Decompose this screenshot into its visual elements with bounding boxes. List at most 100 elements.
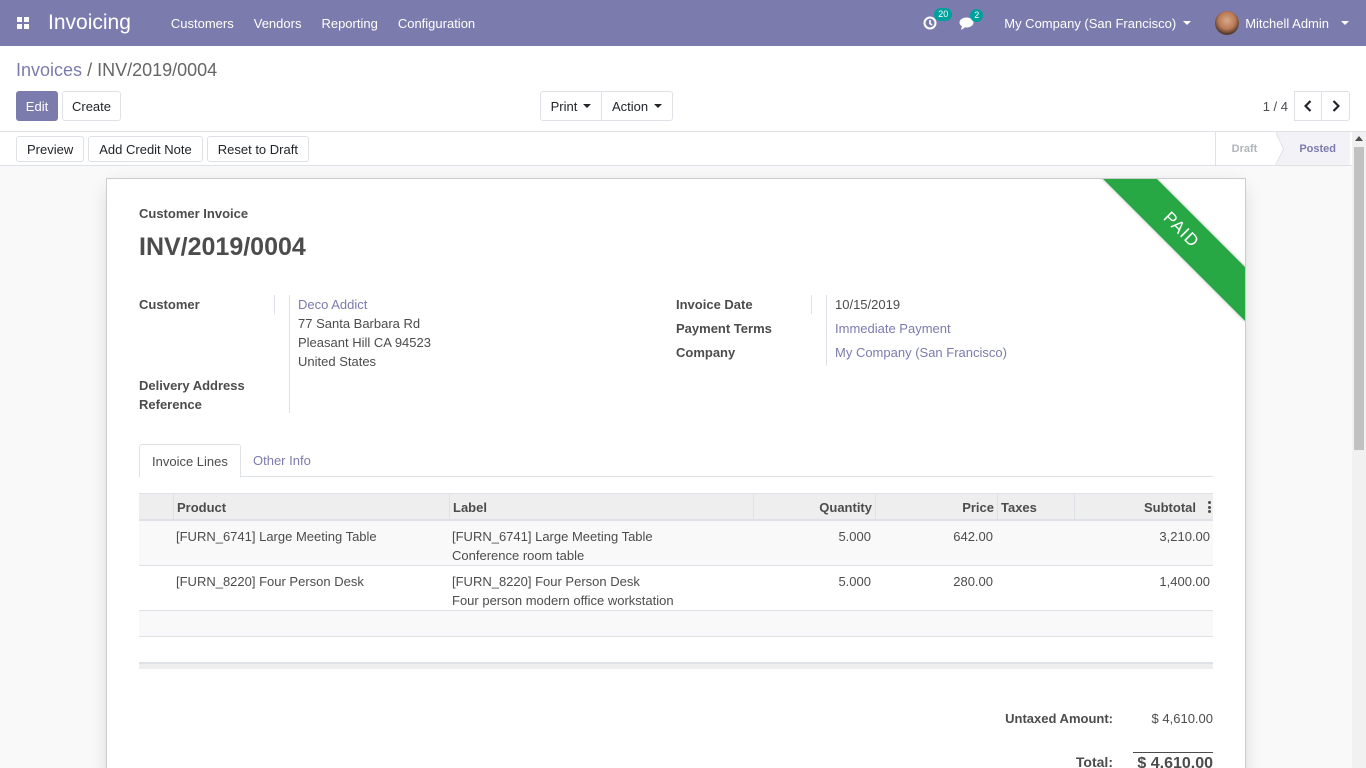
edit-button[interactable]: Edit (16, 91, 58, 121)
row-label-line-1: [FURN_6741] Large Meeting Table (452, 529, 653, 544)
total-value: $ 4,610.00 (1137, 755, 1213, 768)
field-separator (826, 295, 827, 366)
apps-menu-icon[interactable] (0, 0, 46, 46)
company-name: My Company (San Francisco) (1004, 15, 1177, 31)
empty-row (139, 637, 1213, 663)
column-product[interactable]: Product (173, 494, 449, 520)
customer-link[interactable]: Deco Addict (298, 297, 368, 312)
chevron-down-icon (583, 104, 592, 108)
scroll-up-arrow-icon[interactable] (1355, 136, 1363, 141)
address-line-1: 77 Santa Barbara Rd (298, 316, 421, 331)
invoice-sheet: PAID Customer Invoice INV/2019/0004 Cust… (106, 178, 1246, 768)
status-bar: Preview Add Credit Note Reset to Draft D… (0, 132, 1366, 166)
menu-customers[interactable]: Customers (170, 15, 234, 31)
tab-other-info[interactable]: Other Info (253, 453, 311, 468)
table-footer (139, 663, 1213, 669)
invoice-date-label: Invoice Date (676, 297, 753, 312)
activity-menu[interactable]: 20 (923, 8, 953, 30)
breadcrumb-separator: / (87, 60, 93, 80)
pager-next-button[interactable] (1322, 91, 1350, 121)
pager-previous-button[interactable] (1294, 91, 1322, 121)
table-header: Product Label Quantity Price Taxes Subto… (139, 493, 1213, 521)
scrollbar-thumb[interactable] (1354, 147, 1364, 450)
action-button[interactable]: Action (602, 91, 673, 121)
field-separator (811, 295, 812, 314)
untaxed-amount-label: Untaxed Amount: (1005, 711, 1113, 726)
table-row[interactable]: [FURN_8220] Four Person Desk [FURN_8220]… (139, 566, 1213, 611)
invoice-lines-table: Product Label Quantity Price Taxes Subto… (139, 493, 1213, 669)
chevron-down-icon (1341, 21, 1349, 25)
add-credit-note-button[interactable]: Add Credit Note (88, 136, 203, 162)
company-label: Company (676, 345, 736, 360)
chevron-right-icon (1332, 100, 1340, 112)
clock-icon (923, 16, 937, 30)
avatar (1215, 11, 1240, 35)
preview-button[interactable]: Preview (16, 136, 85, 162)
menu-configuration[interactable]: Configuration (397, 15, 476, 31)
optional-columns-icon[interactable] (1208, 501, 1211, 513)
row-label-line-1: [FURN_8220] Four Person Desk (452, 574, 640, 589)
column-label[interactable]: Label (449, 494, 753, 520)
row-quantity: 5.000 (838, 529, 871, 544)
paid-ribbon: PAID (1089, 179, 1245, 322)
print-button[interactable]: Print (540, 91, 602, 121)
messaging-menu[interactable]: 2 (959, 8, 984, 30)
row-product: [FURN_6741] Large Meeting Table (176, 529, 377, 544)
address-line-2: Pleasant Hill CA 94523 (298, 335, 431, 350)
reset-to-draft-button[interactable]: Reset to Draft (206, 136, 309, 162)
invoice-number: INV/2019/0004 (139, 233, 306, 261)
pager-value[interactable]: 1 / 4 (1262, 98, 1288, 114)
row-subtotal: 3,210.00 (1159, 529, 1210, 544)
user-menu[interactable]: Mitchell Admin (1215, 11, 1349, 35)
row-quantity: 5.000 (838, 574, 871, 589)
document-type: Customer Invoice (139, 206, 249, 221)
untaxed-amount-value: $ 4,610.00 (1151, 711, 1213, 726)
action-label: Action (611, 98, 649, 114)
row-price: 642.00 (953, 529, 993, 544)
message-count-badge: 2 (970, 8, 984, 22)
row-price: 280.00 (953, 574, 993, 589)
company-link[interactable]: My Company (San Francisco) (835, 345, 1007, 360)
menu-vendors[interactable]: Vendors (253, 15, 302, 31)
customer-label: Customer (139, 297, 200, 312)
row-label-line-2: Four person modern office workstation (452, 593, 674, 608)
total-label: Total: (1075, 754, 1113, 768)
table-row[interactable]: [FURN_6741] Large Meeting Table [FURN_67… (139, 521, 1213, 566)
chevron-down-icon (1183, 21, 1192, 25)
breadcrumb: Invoices / INV/2019/0004 (16, 60, 217, 81)
breadcrumb-current: INV/2019/0004 (97, 60, 218, 80)
row-subtotal: 1,400.00 (1159, 574, 1210, 589)
create-button[interactable]: Create (62, 91, 121, 121)
print-action-group: Print Action (540, 91, 673, 121)
pager: 1 / 4 (1263, 91, 1350, 121)
stage-posted: Posted (1275, 132, 1350, 165)
delivery-address-label: Delivery Address (139, 378, 245, 393)
chevron-down-icon (654, 104, 663, 108)
empty-row (139, 611, 1213, 637)
chevron-left-icon (1304, 100, 1312, 112)
row-product: [FURN_8220] Four Person Desk (176, 574, 364, 589)
app-name[interactable]: Invoicing (48, 11, 131, 34)
column-taxes[interactable]: Taxes (997, 494, 1074, 520)
row-label: [FURN_8220] Four Person Desk Four person… (452, 572, 674, 610)
column-price[interactable]: Price (875, 494, 997, 520)
company-switcher[interactable]: My Company (San Francisco) (1004, 15, 1192, 31)
menu-reporting[interactable]: Reporting (321, 15, 378, 31)
column-quantity[interactable]: Quantity (753, 494, 875, 520)
column-subtotal[interactable]: Subtotal (1074, 494, 1213, 520)
activity-count-badge: 20 (934, 8, 953, 21)
reference-label: Reference (139, 397, 202, 412)
stage-pipeline: Draft Posted (1214, 132, 1350, 165)
tab-invoice-lines[interactable]: Invoice Lines (139, 444, 241, 478)
breadcrumb-invoices[interactable]: Invoices (16, 60, 83, 80)
form-content: PAID Customer Invoice INV/2019/0004 Cust… (0, 166, 1352, 768)
row-label: [FURN_6741] Large Meeting Table Conferen… (452, 527, 653, 565)
field-separator (289, 295, 290, 413)
chat-icon (959, 17, 974, 30)
payment-terms-link[interactable]: Immediate Payment (835, 321, 951, 336)
total-divider (1133, 752, 1213, 753)
top-navbar: Invoicing Customers Vendors Reporting Co… (0, 0, 1366, 46)
user-name: Mitchell Admin (1245, 15, 1329, 31)
invoice-date-value: 10/15/2019 (835, 297, 901, 312)
field-separator (274, 295, 275, 314)
